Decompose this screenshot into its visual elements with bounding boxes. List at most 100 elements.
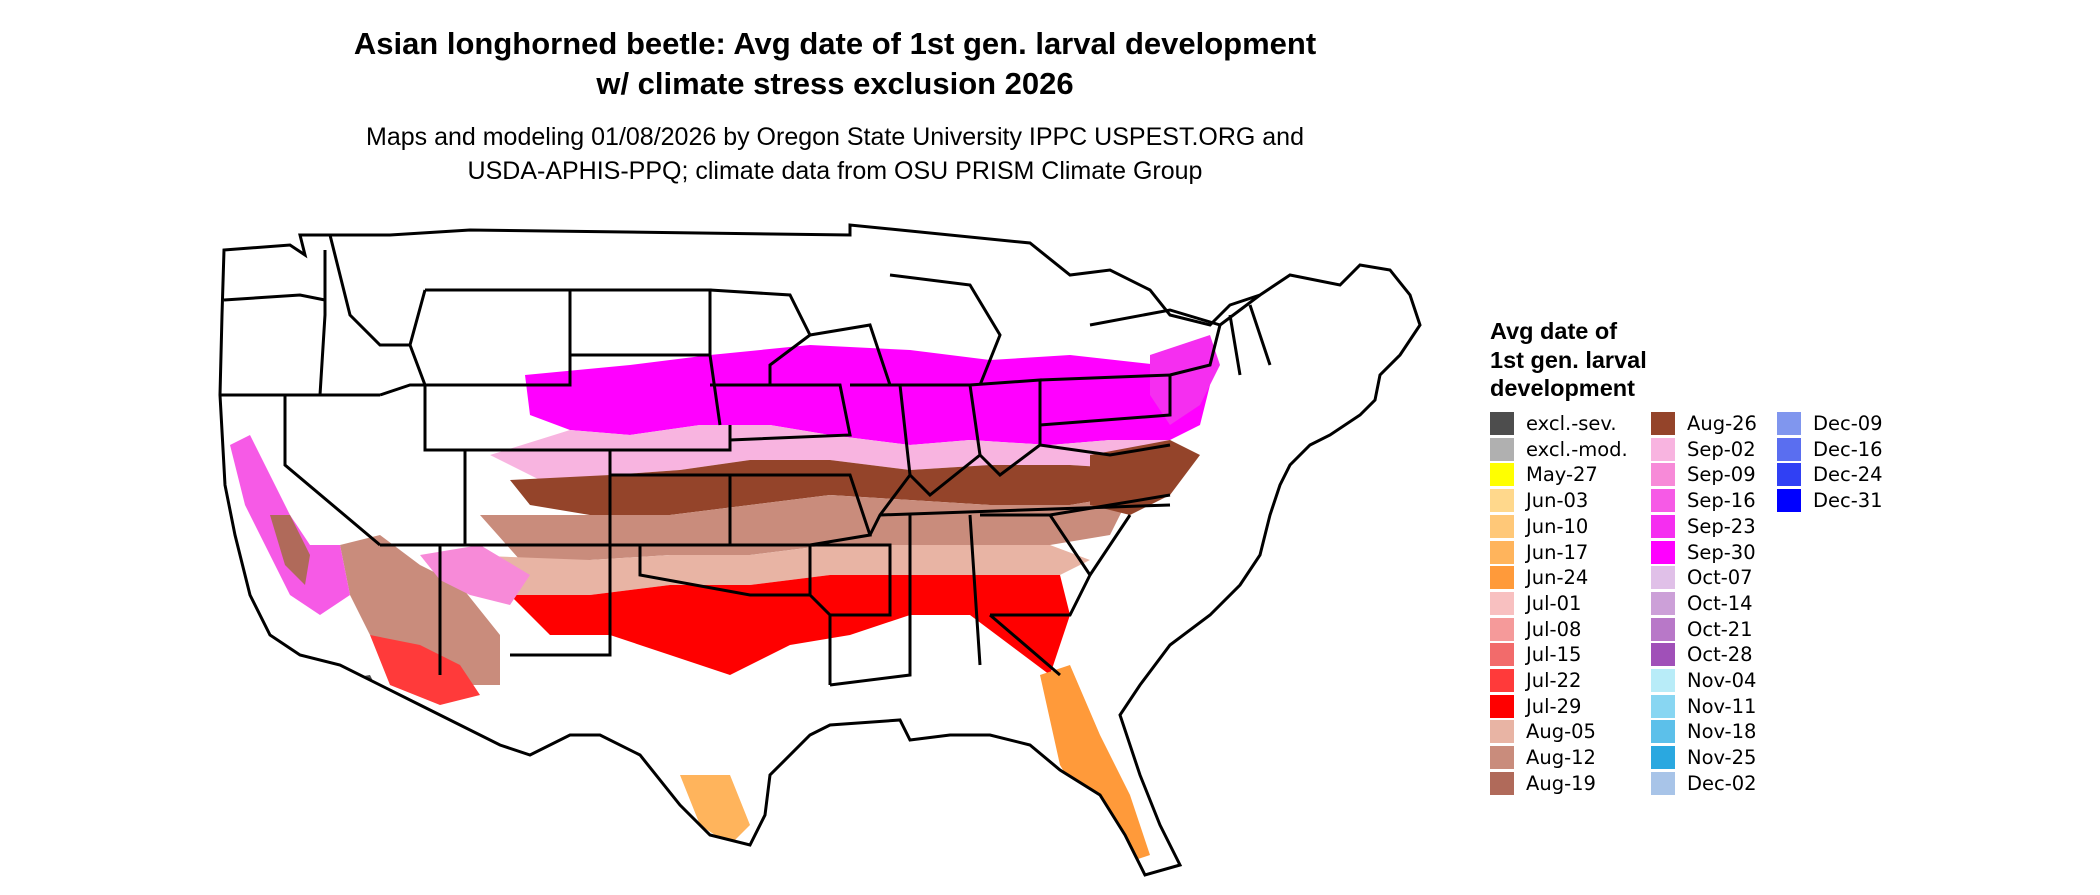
boundary-florida-gulf [989, 613, 1061, 677]
legend-label: Oct-28 [1687, 643, 1753, 667]
boundary-nevada-california [283, 395, 381, 547]
zone-southwest-mixed [340, 535, 500, 685]
map-title-line-1: Asian longhorned beetle: Avg date of 1st… [353, 26, 1317, 61]
legend-label: Oct-07 [1687, 566, 1753, 590]
legend-label: excl.-sev. [1526, 412, 1617, 435]
legend-swatch [1651, 463, 1675, 487]
zone-southwest-red [370, 635, 480, 705]
boundary-nebraska [610, 425, 732, 452]
legend-title-line-1: Avg date of [1490, 318, 1618, 344]
boundary-kentucky-tennessee [879, 503, 1171, 517]
legend-swatch [1777, 437, 1801, 461]
legend-label: Jul-15 [1526, 643, 1582, 667]
legend-label: Oct-14 [1687, 591, 1753, 615]
boundary-pennsylvania [1039, 373, 1172, 427]
boundary-idaho-west [318, 250, 327, 396]
legend-swatch [1651, 643, 1675, 667]
legend-swatch [1490, 540, 1514, 564]
boundary-oklahoma [610, 543, 812, 597]
zone-southwest-magenta [420, 545, 530, 605]
legend-swatch [1651, 617, 1675, 641]
legend-swatch [1490, 437, 1514, 461]
boundary-montana-idaho [328, 234, 427, 347]
legend-label: Aug-19 [1526, 771, 1596, 795]
zone-west-coast-brown [270, 515, 310, 585]
legend-label: Sep-02 [1687, 437, 1756, 461]
legend-swatch [1651, 514, 1675, 538]
boundary-michigan [889, 273, 1002, 386]
legend-swatch [1490, 694, 1514, 718]
legend-label: Sep-09 [1687, 463, 1756, 487]
legend-label: Sep-16 [1687, 489, 1756, 513]
legend-swatch [1490, 412, 1514, 435]
legend-label: Dec-09 [1813, 412, 1883, 435]
legend-swatch [1490, 463, 1514, 487]
state-boundaries [220, 234, 1272, 687]
boundary-iowa [720, 383, 852, 442]
map-title: Asian longhorned beetle: Avg date of 1st… [150, 24, 1520, 104]
us-phenology-map [218, 223, 1422, 877]
legend-label: Jul-01 [1526, 591, 1582, 615]
legend-label: Jul-22 [1526, 669, 1582, 692]
map-subtitle: Maps and modeling 01/08/2026 by Oregon S… [150, 120, 1520, 188]
map-subtitle-line-2: USDA-APHIS-PPQ; climate data from OSU PR… [467, 157, 1203, 185]
legend-swatch [1651, 412, 1675, 435]
zone-carolinas-brown [1090, 440, 1200, 515]
legend-swatch [1651, 591, 1675, 615]
legend-label: Dec-02 [1687, 771, 1757, 795]
legend-swatch [1651, 746, 1675, 770]
legend-label: Sep-23 [1687, 514, 1756, 538]
legend-label: Jun-10 [1526, 514, 1589, 538]
legend-label: Jun-03 [1526, 489, 1589, 513]
legend-label: Nov-11 [1687, 694, 1757, 718]
legend-label: Dec-31 [1813, 489, 1883, 513]
phenology-color-zones [220, 225, 1420, 875]
boundary-carolinas [1049, 493, 1171, 576]
boundary-wyoming [408, 288, 572, 387]
legend-title-line-3: development [1490, 375, 1635, 401]
legend-swatch [1651, 566, 1675, 590]
legend-label: excl.-mod. [1526, 437, 1628, 461]
boundary-nm-east [510, 545, 612, 657]
legend-label: Nov-25 [1687, 746, 1757, 770]
boundary-missouri [730, 473, 872, 547]
legend-swatch [1651, 540, 1675, 564]
legend-swatch [1490, 771, 1514, 795]
boundary-new-england [1219, 293, 1272, 376]
legend-label: Aug-05 [1526, 720, 1596, 744]
legend-title-line-2: 1st gen. larval [1490, 346, 1647, 373]
legend-label: Dec-16 [1813, 437, 1883, 461]
zone-east-coast-magenta [1150, 335, 1220, 425]
map-title-line-2: w/ climate stress exclusion 2026 [596, 66, 1074, 101]
legend-label: Jul-29 [1526, 694, 1582, 718]
legend-swatch [1651, 437, 1675, 461]
legend-swatch [1490, 746, 1514, 770]
map-subtitle-line-1: Maps and modeling 01/08/2026 by Oregon S… [366, 123, 1304, 151]
zone-texas-coast-orange [680, 775, 750, 845]
boundary-arkansas [810, 543, 892, 617]
legend-swatch [1490, 617, 1514, 641]
zone-south-salmon [460, 545, 1090, 595]
boundary-mississippi-alabama [908, 514, 982, 675]
legend-label: Aug-12 [1526, 746, 1596, 770]
legend-swatch [1777, 489, 1801, 513]
legend-swatch [1490, 489, 1514, 513]
legend-swatch [1651, 771, 1675, 795]
legend-swatch [1490, 566, 1514, 590]
legend-swatch [1651, 694, 1675, 718]
legend-swatch [1777, 412, 1801, 435]
boundary-virginia [1039, 443, 1171, 457]
boundary-south-dakota [570, 353, 722, 426]
legend-swatch [1490, 591, 1514, 615]
legend-label: May-27 [1526, 463, 1598, 487]
legend-label: Aug-26 [1687, 412, 1757, 435]
legend-swatch [1490, 643, 1514, 667]
zone-gulf-red [510, 575, 1070, 675]
legend-label: Nov-04 [1687, 669, 1757, 692]
legend-swatch [1490, 514, 1514, 538]
legend-label: Sep-30 [1687, 540, 1756, 564]
legend-swatch [1651, 489, 1675, 513]
boundary-utah [379, 383, 467, 545]
legend-swatch [1777, 463, 1801, 487]
legend-label: Jun-24 [1526, 566, 1589, 590]
